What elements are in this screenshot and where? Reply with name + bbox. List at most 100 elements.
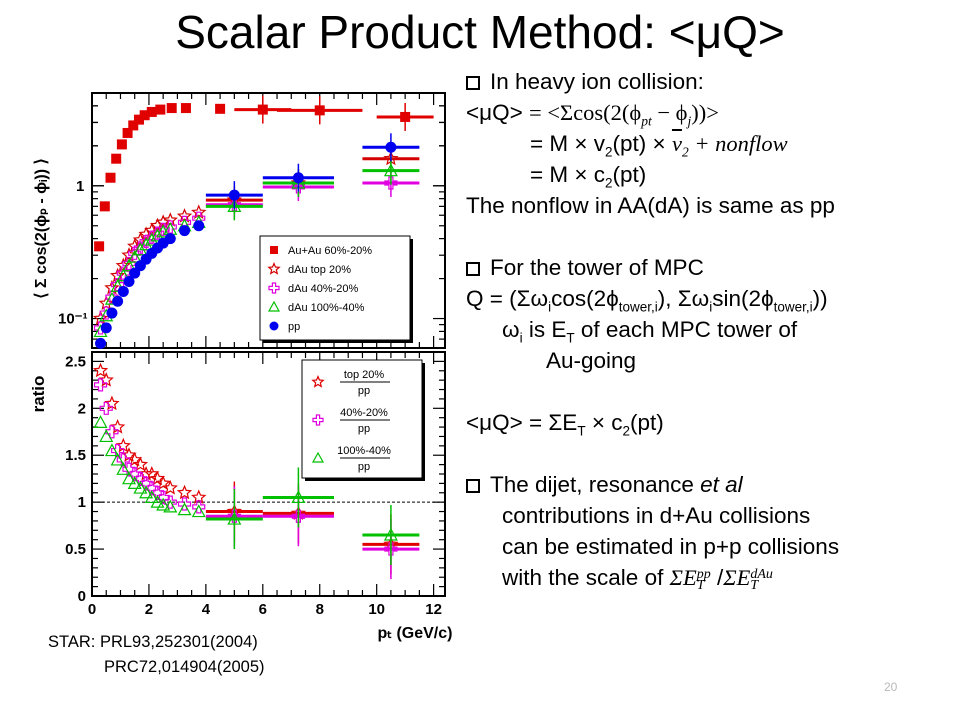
eq1-rhs: = <Σcos(2(ϕ (529, 100, 642, 125)
eq1-mid: − ϕ (651, 100, 688, 125)
eq3-sub: 2 (605, 175, 613, 191)
x-tick-label: 6 (259, 601, 267, 618)
q-i2: i (709, 299, 713, 315)
legend-label: top 20% (344, 369, 385, 381)
top-point-circle (193, 220, 205, 232)
bottom-point-open-triangle (121, 471, 137, 485)
top-legend-box (259, 235, 411, 341)
blank-line (466, 438, 956, 469)
top-point-square (180, 103, 191, 114)
bottom-point-open-triangle (291, 490, 306, 504)
legend-marker-open-cross (268, 282, 280, 294)
bottom-point-open-cross (105, 425, 119, 439)
bottom-point-open-triangle (104, 443, 119, 457)
eq1-lhs: <μQ> (466, 100, 523, 125)
top-point-square (94, 241, 105, 252)
eq2-vsub: 2 (681, 144, 689, 160)
eq2-b: (pt) × (612, 131, 672, 156)
bottom-point-open-cross (291, 509, 305, 523)
bullet-mpc-text: For the tower of MPC (490, 255, 704, 280)
bottom-point-open-triangle (110, 452, 125, 466)
reference-citation: STAR: PRL93,252301(2004) PRC72,014904(20… (48, 630, 265, 680)
top-point-circle (385, 141, 397, 153)
blank-line (466, 221, 956, 252)
top-point-square (133, 114, 144, 125)
slide-title: Scalar Product Method: <μQ> (175, 6, 785, 58)
dijet-text-etal: et al (700, 472, 743, 497)
dijet-line-4-text: with the scale of (502, 565, 670, 590)
bottom-point-star (92, 362, 109, 378)
bottom-point-open-triangle (93, 415, 108, 428)
x-tick-label: 0 (88, 601, 96, 618)
top-point-open-triangle (127, 249, 142, 263)
bottom-point-open-triangle (191, 504, 206, 518)
scale-slash: / (710, 565, 724, 590)
w-a: ω (502, 317, 520, 342)
bottom-y-tick-label: 1.5 (65, 447, 86, 464)
bottom-point-star (132, 456, 149, 472)
bottom-y-axis-label: ratio (29, 376, 48, 413)
omega-definition: ωi is ET of each MPC tower of (466, 314, 956, 345)
legend-marker-square (270, 246, 278, 254)
top-point-open-cross (227, 198, 241, 212)
top-point-open-cross (384, 176, 398, 190)
q-i1: i (548, 299, 552, 315)
legend-label: dAu top 20% (288, 264, 351, 276)
bottom-y-tick-label: 1 (78, 494, 86, 511)
top-point-square (166, 103, 177, 114)
top-point-circle (228, 189, 240, 201)
legend-marker-star (267, 261, 281, 275)
reference-line-1: STAR: PRL93,252301(2004) (48, 633, 258, 651)
bullet-heavy-ion-text: In heavy ion collision: (490, 69, 704, 94)
scale-num: ΣE (669, 565, 697, 590)
top-point-circle (106, 307, 118, 319)
eq3-b: (pt) (612, 162, 647, 187)
bottom-point-star (155, 475, 171, 490)
legend-marker-open-triangle (267, 300, 281, 312)
bottom-y-tick-label: 2 (78, 400, 86, 417)
legend-label: 100%-40% (337, 445, 391, 457)
x-axis-label: pₜ (GeV/c) (378, 625, 453, 642)
top-point-circle (292, 172, 304, 184)
top-point-open-triangle (121, 258, 137, 272)
bottom-point-open-triangle (150, 494, 165, 508)
scale-den: ΣE (723, 565, 751, 590)
top-point-circle (179, 225, 191, 237)
legend-marker-star (311, 374, 325, 388)
top-point-square (111, 153, 122, 164)
top-point-open-triangle (227, 199, 242, 212)
page-number: 20 (884, 680, 898, 694)
scale-den-scripts: dAu T (750, 567, 773, 593)
legend-marker-open-cross (312, 414, 324, 426)
checkbox-bullet-icon (466, 479, 480, 493)
q-d: sin(2ϕ (712, 286, 774, 311)
legend-marker-open-triangle (311, 451, 325, 463)
bullet-mpc-tower: For the tower of MPC (466, 252, 956, 283)
q-sub1: tower,i (618, 299, 658, 315)
q-sub2: tower,i (773, 299, 813, 315)
q-c: ), Σω (657, 286, 710, 311)
top-point-open-cross (156, 222, 170, 236)
legend-denominator: pp (358, 461, 370, 473)
bottom-point-open-triangle (139, 485, 154, 499)
scale-num-sup: pp (696, 567, 711, 582)
equation-line-2: = M × v2(pt) × v2 + nonflow (466, 128, 956, 159)
bottom-point-open-triangle (133, 480, 148, 494)
top-point-open-triangle (144, 232, 159, 246)
bottom-point-open-triangle (227, 511, 242, 525)
dijet-line-4: with the scale of ΣE pp T /ΣE dAu T (466, 562, 956, 593)
muq-equation: <μQ> = ΣET × c2(pt) (466, 407, 956, 438)
top-point-square (105, 172, 116, 183)
top-point-circle (100, 322, 112, 334)
top-point-square (155, 104, 166, 115)
eq2-a: = M × v (530, 131, 606, 156)
legend-label: Au+Au 60%-20% (288, 245, 372, 257)
legend-label: pp (288, 321, 300, 333)
legend-marker-circle (269, 321, 279, 331)
scale-den-sup: dAu (750, 567, 773, 582)
bottom-point-star (176, 484, 193, 500)
top-point-square (99, 201, 110, 212)
eq2-vbar: v (671, 131, 682, 156)
eq2-nonflow: + nonflow (688, 131, 788, 156)
top-y-tick-label: 1 (76, 178, 84, 195)
